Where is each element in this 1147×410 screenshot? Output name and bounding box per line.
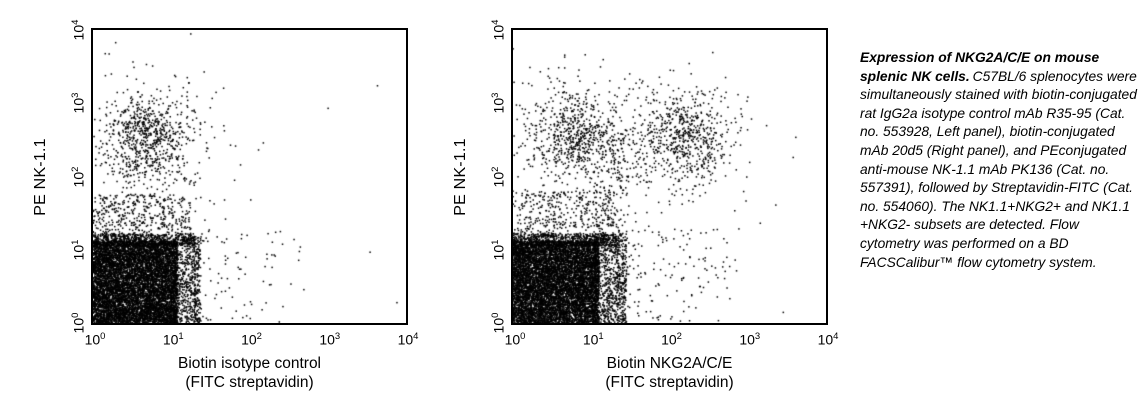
x-tick-label: 100 [84,331,106,348]
figure-caption: Expression of NKG2A/C/E on mouse splenic… [860,49,1137,272]
flow-plot-right-panel: PE NK-1.1 Biotin NKG2A/C/E (FITC strepta… [420,0,850,410]
x-tick-label: 100 [504,331,526,348]
y-tick-label: 104 [70,19,87,41]
caption-body: C57BL/6 splenocytes were simultaneously … [860,68,1137,270]
x-tick-label: 102 [661,331,682,348]
y-tick-label: 101 [70,239,87,261]
y-tick-label: 102 [70,166,87,187]
x-tick-label: 103 [319,331,341,348]
y-axis-title: PE NK-1.1 [452,138,469,216]
x-tick-label: 104 [817,331,839,348]
x-tick-label: 103 [739,331,761,348]
y-tick-label: 104 [490,19,507,41]
caption-title: Expression of NKG2A/C/E on mouse splenic… [860,50,1100,84]
x-axis-title-line2: (FITC streptavidin) [605,374,734,391]
scatter-dots-canvas [93,30,406,323]
scatter-dots-canvas [513,30,826,323]
y-tick-label: 103 [70,92,87,114]
y-tick-label: 102 [490,166,507,187]
plot-area [91,28,408,325]
x-axis-title-line1: Biotin NKG2A/C/E [606,355,733,372]
x-axis-title-line2: (FITC streptavidin) [185,374,314,391]
y-axis-title: PE NK-1.1 [32,138,49,216]
plot-area [511,28,828,325]
x-tick-label: 104 [397,331,419,348]
x-tick-label: 102 [241,331,262,348]
x-tick-label: 101 [162,331,184,348]
y-tick-label: 101 [490,239,507,261]
x-axis-title-line1: Biotin isotype control [177,355,322,372]
flow-plot-left-panel: PE NK-1.1 Biotin isotype control (FITC s… [0,0,430,410]
x-tick-label: 101 [582,331,604,348]
y-tick-label: 103 [490,92,507,114]
